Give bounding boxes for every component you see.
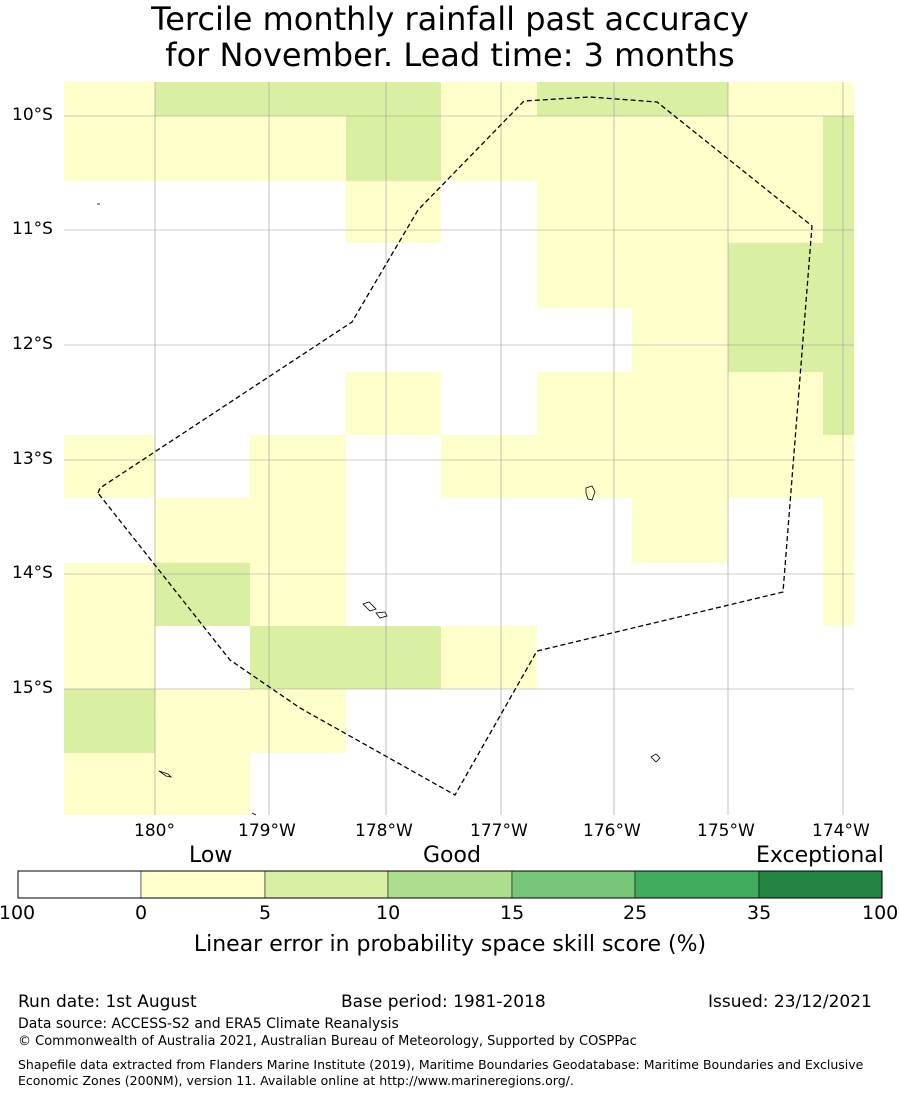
- colorbar-frame: [17, 870, 883, 899]
- run-date: Run date: 1st August: [18, 992, 197, 1012]
- colorbar-segment: [511, 870, 636, 899]
- lon-label: 177°W: [470, 821, 528, 841]
- map-cell: [155, 498, 346, 563]
- map-title-line1: Tercile monthly rainfall past accuracy: [151, 0, 749, 38]
- map-cell: [823, 563, 854, 626]
- eez-boundary: [97, 96, 813, 796]
- map-cell: [537, 181, 823, 243]
- map-cell: [155, 82, 441, 116]
- lon-label: 180°: [134, 821, 175, 841]
- colorbar-tick: 25: [623, 902, 648, 924]
- map-cell: [823, 181, 854, 243]
- colorbar-segment: [264, 870, 389, 899]
- lat-label: 13°S: [12, 449, 53, 469]
- island-outline: [650, 753, 661, 763]
- map-cell: [823, 372, 854, 435]
- islet-mark: [251, 812, 257, 816]
- colorbar-segment: [17, 870, 142, 899]
- map-title-line2: for November. Lead time: 3 months: [165, 36, 735, 74]
- skill-cells: [64, 82, 854, 815]
- shapefile-credit: Shapefile data extracted from Flanders M…: [18, 1057, 864, 1088]
- colorbar-tick: 100: [862, 902, 899, 924]
- issued-date: Issued: 23/12/2021: [708, 992, 872, 1012]
- lon-label: 179°W: [238, 821, 296, 841]
- map-cell: [64, 82, 155, 116]
- island-outline: [362, 601, 377, 612]
- map-cell: [250, 563, 346, 626]
- colorbar-tick: -100: [0, 902, 36, 924]
- map-cell: [155, 689, 346, 753]
- map-cell: [250, 626, 441, 689]
- island-outline: [375, 611, 388, 619]
- map-cell: [537, 243, 728, 308]
- colorbar-segment: [140, 870, 266, 899]
- lon-label: 176°W: [583, 821, 641, 841]
- map-cell: [64, 116, 346, 181]
- map-cell: [250, 435, 346, 498]
- colorbar-segment: [387, 870, 513, 899]
- colorbar-segment: [758, 870, 883, 899]
- map-cell: [64, 626, 155, 689]
- lat-label: 11°S: [12, 219, 53, 239]
- colorbar: [17, 870, 883, 899]
- map-cell: [823, 498, 854, 563]
- map-cell: [632, 308, 728, 372]
- map-cell: [728, 308, 854, 372]
- colorbar-tick: 5: [259, 902, 272, 924]
- map-cell: [346, 372, 441, 435]
- colorbar-axis-label: Linear error in probability space skill …: [193, 932, 707, 957]
- map-cell: [441, 626, 537, 689]
- base-period: Base period: 1981-2018: [341, 992, 546, 1012]
- colorbar-tick: 10: [376, 902, 401, 924]
- map-cell: [346, 116, 441, 181]
- legend-exceptional-label: Exceptional: [756, 843, 884, 868]
- data-source: Data source: ACCESS-S2 and ERA5 Climate …: [18, 1016, 399, 1032]
- map-cell: [346, 181, 441, 243]
- lat-label: 12°S: [12, 334, 53, 354]
- lon-label: 174°W: [812, 821, 870, 841]
- colorbar-tick: 35: [747, 902, 772, 924]
- map-cell: [823, 116, 854, 181]
- islands: [97, 203, 661, 816]
- lat-label: 14°S: [12, 563, 53, 583]
- map-cell: [728, 82, 854, 116]
- island-outline: [585, 485, 596, 501]
- map-gridlines: [64, 82, 854, 815]
- map-cell: [537, 372, 823, 435]
- map-cell: [64, 753, 250, 815]
- lon-label: 178°W: [355, 821, 413, 841]
- map-cell: [155, 563, 250, 626]
- map-cell: [728, 243, 854, 308]
- map-cell: [632, 498, 728, 563]
- map-cell: [441, 435, 854, 498]
- lat-label: 15°S: [12, 678, 53, 698]
- lon-label: 175°W: [697, 821, 755, 841]
- colorbar-segment: [634, 870, 760, 899]
- map-cell: [537, 82, 728, 116]
- lat-label: 10°S: [12, 105, 53, 125]
- map-cell: [64, 563, 155, 626]
- map-cell: [441, 116, 823, 181]
- map-cell: [64, 435, 155, 498]
- copyright: © Commonwealth of Australia 2021, Austra…: [18, 1034, 637, 1049]
- legend-good-label: Good: [423, 843, 481, 868]
- map-cell: [64, 689, 155, 753]
- colorbar-tick: 0: [135, 902, 148, 924]
- colorbar-tick: 15: [500, 902, 525, 924]
- island-outline: [158, 770, 173, 778]
- legend-low-label: Low: [189, 843, 233, 868]
- map-cell: [441, 82, 537, 116]
